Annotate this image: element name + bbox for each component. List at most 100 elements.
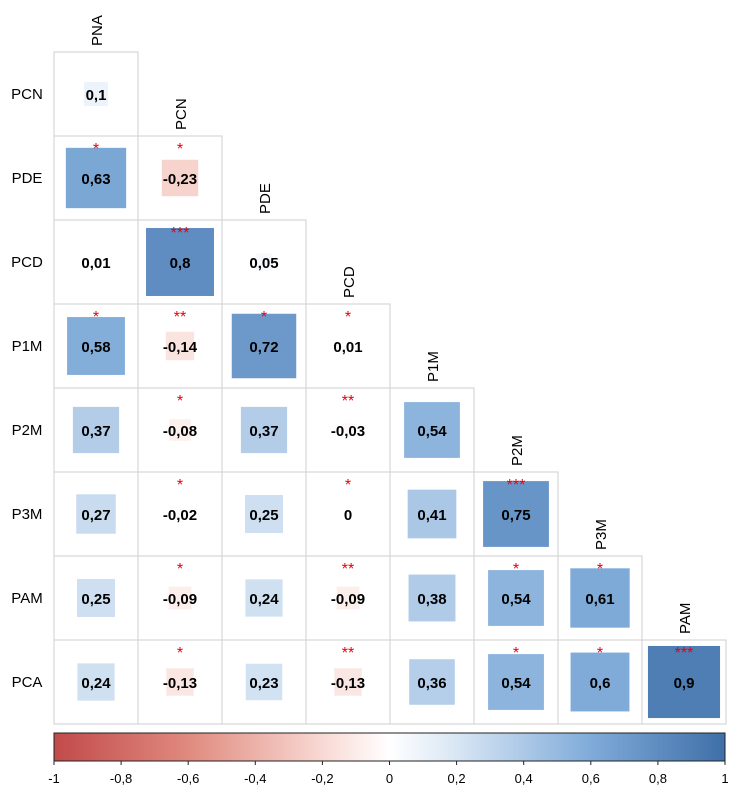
significance-stars: * <box>93 141 99 158</box>
significance-stars: * <box>261 309 267 326</box>
correlation-value-label: -0,14 <box>163 339 198 356</box>
column-label: PCD <box>341 266 358 298</box>
correlation-value-label: -0,02 <box>163 507 197 524</box>
color-scale-tick-label: 1 <box>721 771 728 786</box>
column-label: PNA <box>89 15 106 46</box>
correlation-square <box>83 81 109 107</box>
correlation-square <box>488 654 544 710</box>
color-scale-ticks: -1 -0,8 -0,6 -0,4 -0,2 0 0,2 0,4 0,6 0,8 1 <box>48 761 729 786</box>
significance-stars: * <box>93 309 99 326</box>
correlation-square <box>161 159 199 197</box>
significance-stars: *** <box>171 225 190 242</box>
correlation-value-label: 0,72 <box>249 339 278 356</box>
correlation-value-label: -0,23 <box>163 171 197 188</box>
correlation-value-label: 0,8 <box>170 255 191 272</box>
matrix-cells: 0,10,63*-0,23*0,01 0,8***0,050,58*-0,14**… <box>53 51 727 725</box>
correlation-square <box>647 645 721 719</box>
significance-stars: * <box>177 393 183 410</box>
color-scale-tick-label: 0,6 <box>582 771 600 786</box>
correlation-value-label: 0,54 <box>417 423 447 440</box>
significance-stars: * <box>177 561 183 578</box>
significance-stars: * <box>177 645 183 662</box>
correlation-value-label: 0,01 <box>333 339 362 356</box>
correlation-square <box>570 568 630 628</box>
correlation-square <box>146 228 214 296</box>
significance-stars: *** <box>675 645 694 662</box>
correlation-value-label: 0,37 <box>249 423 278 440</box>
correlation-square <box>165 331 195 361</box>
column-label: PCN <box>173 98 190 130</box>
row-label: PCA <box>12 674 43 691</box>
correlation-square <box>407 489 457 539</box>
correlation-value-label: 0,05 <box>249 255 278 272</box>
correlation-square <box>344 342 352 350</box>
color-scale-tick-label: 0,2 <box>448 771 466 786</box>
significance-stars: * <box>345 477 351 494</box>
column-label: PAM <box>677 603 694 634</box>
row-label: P1M <box>12 338 43 355</box>
correlation-square <box>67 317 125 375</box>
correlation-value-label: -0,13 <box>331 675 365 692</box>
correlation-square <box>169 419 191 441</box>
color-scale-tick-label: -0,8 <box>110 771 132 786</box>
correlation-square <box>77 579 115 617</box>
correlation-square <box>72 406 120 454</box>
correlation-square <box>92 258 100 266</box>
correlation-value-label: 0,01 <box>81 255 110 272</box>
row-label: PDE <box>12 170 43 187</box>
significance-stars: * <box>177 477 183 494</box>
correlation-value-label: 0,37 <box>81 423 110 440</box>
correlation-square <box>341 423 355 437</box>
correlation-square <box>408 574 456 622</box>
correlation-square <box>488 570 544 626</box>
correlation-value-label: 0,41 <box>417 507 446 524</box>
column-label: P1M <box>425 351 442 382</box>
correlation-square <box>240 406 288 454</box>
row-label: PAM <box>11 590 42 607</box>
correlation-square <box>483 481 549 547</box>
correlation-square <box>231 313 297 379</box>
correlation-square <box>245 663 283 701</box>
correlation-square <box>65 147 127 209</box>
significance-stars: ** <box>342 393 354 410</box>
correlation-value-label: -0,13 <box>163 675 197 692</box>
correlation-value-label: -0,09 <box>331 591 365 608</box>
column-label: P3M <box>593 519 610 550</box>
correlation-value-label: 0,63 <box>81 171 110 188</box>
correlation-value-label: -0,08 <box>163 423 197 440</box>
matrix-cell-frame <box>137 303 223 389</box>
correlation-value-label: 0,24 <box>249 591 279 608</box>
color-scale-tick-label: -1 <box>48 771 60 786</box>
row-label: P3M <box>12 506 43 523</box>
column-label: PDE <box>257 183 274 214</box>
significance-stars: * <box>597 645 603 662</box>
significance-stars: ** <box>342 645 354 662</box>
color-scale-legend: -1 -0,8 -0,6 -0,4 -0,2 0 0,2 0,4 0,6 0,8 1 <box>48 732 729 786</box>
significance-stars: * <box>513 645 519 662</box>
correlation-value-label: 0,54 <box>501 675 531 692</box>
color-scale-tick-label: -0,4 <box>244 771 266 786</box>
color-scale-tick-label: 0,8 <box>649 771 667 786</box>
correlation-square <box>77 663 115 701</box>
column-label: P2M <box>509 435 526 466</box>
correlation-square <box>245 579 283 617</box>
correlation-value-label: 0,36 <box>417 675 446 692</box>
correlation-square <box>404 402 460 458</box>
color-scale-tick-label: 0,4 <box>515 771 533 786</box>
row-label: P2M <box>12 422 43 439</box>
correlation-value-label: -0,03 <box>331 423 365 440</box>
correlation-value-label: 0,61 <box>585 591 614 608</box>
significance-stars: ** <box>174 309 186 326</box>
correlation-value-label: 0,54 <box>501 591 531 608</box>
row-label: PCD <box>11 254 43 271</box>
significance-stars: * <box>513 561 519 578</box>
correlation-square <box>334 668 362 696</box>
correlation-value-label: 0,1 <box>86 87 107 104</box>
color-scale-bar <box>53 732 726 762</box>
correlation-value-label: 0,23 <box>249 675 278 692</box>
correlation-value-label: 0,27 <box>81 507 110 524</box>
significance-stars: * <box>345 309 351 326</box>
color-scale-tick-label: -0,6 <box>177 771 199 786</box>
correlation-square <box>255 253 273 271</box>
